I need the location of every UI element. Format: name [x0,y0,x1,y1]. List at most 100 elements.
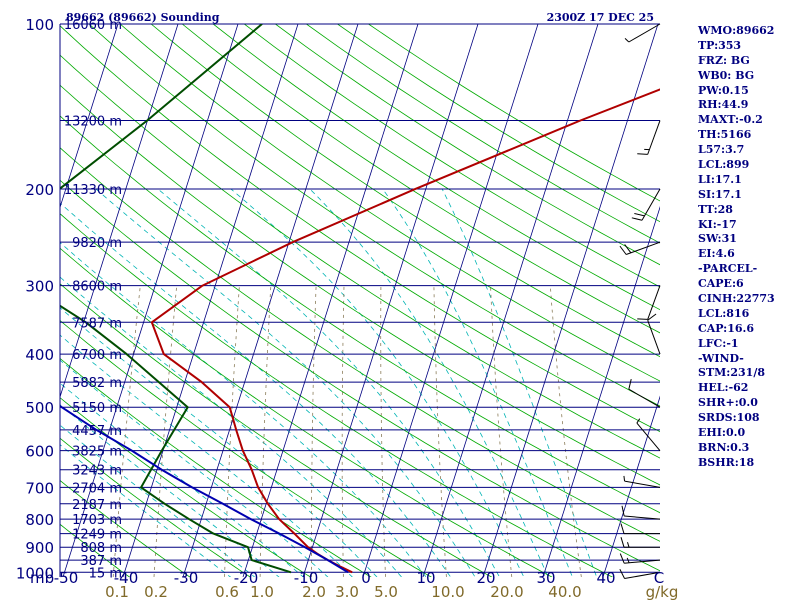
dry-adiabat [60,213,614,577]
stat-item: LCL:899 [698,158,750,172]
stat-item: WB0: BG [698,68,755,82]
dry-adiabat [60,179,660,572]
moist-adiabat [60,242,427,577]
mixing-ratio-line [259,285,272,577]
dry-adiabats [60,24,660,577]
mixing-ratio-tick: 3.0 [335,583,359,600]
moist-adiabat [60,424,256,577]
isotherm [62,24,239,577]
moist-adiabat [95,188,476,577]
mixing-ratio-line [433,285,447,577]
moist-adiabat [441,188,598,577]
moist-adiabat [230,188,525,577]
mixing-ratio-line [341,285,345,577]
stat-item: SHR+:0.0 [698,396,758,410]
isotherms [60,24,660,577]
wind-barb [619,241,661,255]
wind-barb [637,285,661,320]
stat-item: TP:353 [698,38,742,52]
pressure-label: 600 [25,443,54,461]
stat-item: LCL:816 [698,306,750,320]
mixing-ratio-line [153,285,178,577]
stat-item: CAPE:6 [698,277,744,291]
height-label: 15 m [89,566,122,581]
height-label: 6700 m [72,348,122,363]
pressure-unit-label: mb [30,569,54,587]
height-label: 13200 m [64,115,122,130]
wind-barb [619,568,661,580]
dry-adiabat [60,283,493,577]
mixing-ratio-tick: 20.0 [490,583,523,600]
isotherm [302,24,479,577]
mixing-ratio-lines [112,285,582,577]
dry-adiabat [60,437,251,577]
height-label: 3243 m [72,464,122,479]
dry-adiabat [60,25,660,433]
temperature-tick: 0 [361,569,371,587]
dry-adiabat [60,115,660,514]
temperature-tick: 20 [476,569,495,587]
dry-adiabat [60,54,660,459]
height-label: 16060 m [64,18,122,33]
height-label: 9820 m [72,236,122,251]
pressure-label: 800 [25,511,54,529]
isotherm [482,24,659,577]
height-label: 2187 m [72,498,122,513]
mixing-ratio-tick: 5.0 [374,583,398,600]
mixing-ratio-tick: 0.1 [105,583,129,600]
wind-barb [631,188,661,221]
pressure-label: 700 [25,479,54,497]
pressure-label: 500 [25,399,54,417]
station-title: 89662 (89662) Sounding [66,11,220,24]
height-label: 8600 m [72,280,122,295]
isotherm [122,24,299,577]
temperature-tick: 30 [536,569,555,587]
temperature-tick: -40 [114,569,139,587]
stat-item: CAP:16.6 [698,321,755,335]
stat-item: CINH:22773 [698,292,775,306]
dry-adiabat [150,24,660,358]
stat-item: PW:0.15 [698,83,749,97]
dry-adiabat [60,147,660,542]
wind-barb [637,120,661,155]
height-label: 808 m [80,541,122,556]
mixing-ratio-tick: 2.0 [302,583,326,600]
wind-barb [620,523,660,535]
temperature-tick: 40 [596,569,615,587]
height-label: 387 m [80,554,122,569]
stat-item: SI:17.1 [698,187,742,201]
mixing-ratio-tick: 40.0 [548,583,581,600]
mixing-ratio-line [224,285,240,577]
wind-barb [619,553,661,564]
temperature-tick: -30 [174,569,199,587]
mixing-ratio-tick: 10.0 [431,583,464,600]
height-label: 3825 m [72,445,122,460]
height-label: 1703 m [72,513,122,528]
dry-adiabat [88,24,660,407]
temperature-unit-label: C [654,569,664,587]
wind-barb [621,505,661,520]
moist-adiabat [309,188,549,577]
stats-panel: WMO:89662 TP:353 FRZ: BG WB0: BG PW:0.15 RH:4… [698,24,798,471]
temperature-tick: -50 [54,569,79,587]
wind-barb [623,475,661,488]
moist-adiabat [382,188,573,577]
dry-adiabat [119,24,660,382]
height-label: 5882 m [72,376,122,391]
moist-adiabat [60,307,378,577]
temperature-tick: 10 [416,569,435,587]
wind-barbs [619,23,661,580]
stat-item: -PARCEL- [698,262,758,276]
dry-adiabat [60,319,432,577]
stat-item: L57:3.7 [698,143,745,157]
pressure-label: 300 [25,278,54,296]
stat-item: LI:17.1 [698,172,742,186]
stat-item: BSHR:18 [698,455,755,469]
height-label: 2704 m [72,481,122,496]
mixing-ratio-unit-label: g/kg [646,583,679,600]
stat-item: TH:5166 [698,128,752,142]
wind-barb [620,537,660,548]
stat-item: EHI:0.0 [698,426,746,440]
